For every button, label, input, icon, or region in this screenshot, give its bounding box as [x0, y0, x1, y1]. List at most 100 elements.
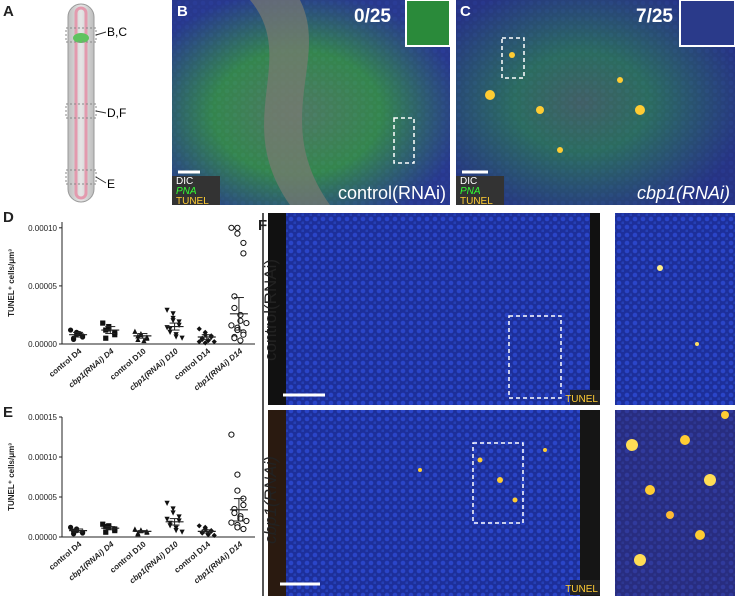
point — [234, 471, 241, 478]
point — [141, 337, 147, 344]
point — [103, 529, 109, 535]
point — [211, 532, 217, 538]
stain: PNA — [176, 186, 197, 197]
point — [202, 340, 208, 346]
point — [240, 525, 247, 533]
y-axis-label: TUNEL⁺ cells/μm³ — [7, 249, 16, 317]
condition: cbp1(RNAi) — [637, 183, 730, 203]
point — [176, 322, 182, 329]
point — [240, 331, 247, 338]
point — [231, 509, 238, 517]
point — [164, 516, 170, 522]
annotation: E — [107, 177, 115, 191]
y-tick-label: 0.00005 — [28, 282, 57, 291]
point — [112, 528, 118, 534]
point — [196, 326, 202, 332]
point — [176, 514, 182, 520]
point — [112, 332, 118, 338]
y-tick-label: 0.00010 — [28, 453, 57, 462]
y-tick-label: 0.00000 — [28, 533, 57, 542]
point — [228, 431, 235, 438]
stain: TUNEL — [565, 394, 598, 405]
y-tick-label: 0.00005 — [28, 493, 57, 502]
point — [228, 519, 235, 526]
point — [170, 318, 176, 324]
point — [176, 319, 182, 325]
point — [211, 339, 217, 345]
y-tick-label: 0.00010 — [28, 224, 57, 233]
point — [196, 339, 202, 345]
point — [170, 506, 176, 512]
point — [106, 326, 112, 332]
point — [228, 322, 235, 329]
stain-box — [570, 390, 600, 405]
stain: TUNEL — [565, 584, 598, 595]
panel-label: A — [3, 3, 14, 20]
stain: PNA — [460, 186, 481, 197]
point — [106, 524, 112, 530]
point — [231, 304, 238, 312]
point — [164, 500, 170, 506]
point — [234, 487, 241, 494]
point — [234, 524, 241, 531]
point — [164, 307, 170, 313]
point — [243, 319, 250, 327]
point — [234, 230, 241, 237]
point — [240, 501, 247, 509]
point — [167, 523, 173, 529]
point — [132, 328, 138, 334]
stain: TUNEL — [176, 196, 209, 207]
micrograph — [262, 213, 735, 596]
point — [70, 528, 77, 535]
micrograph — [172, 0, 451, 205]
micrograph — [456, 0, 735, 205]
point — [231, 335, 238, 342]
y-tick-label: 0.00000 — [28, 340, 57, 349]
stain-box — [570, 580, 600, 595]
point — [228, 224, 235, 231]
count: 7/25 — [636, 6, 673, 27]
y-tick-label: 0.00015 — [28, 413, 57, 422]
condition: cbp1(RNAi) — [261, 456, 280, 544]
count: 0/25 — [354, 6, 391, 27]
point — [240, 239, 247, 247]
annotation: B,C — [107, 25, 127, 39]
point — [167, 329, 173, 335]
panel-label: C — [460, 3, 471, 20]
stain: DIC — [176, 176, 193, 187]
point — [67, 327, 74, 333]
stain: DIC — [460, 176, 477, 187]
point — [100, 320, 106, 326]
point — [179, 335, 185, 341]
point — [234, 224, 241, 231]
point — [100, 521, 106, 527]
condition: control(RNAi) — [261, 259, 280, 361]
point — [70, 336, 77, 342]
point — [167, 326, 173, 332]
panel-label: E — [3, 404, 13, 421]
annotation: D,F — [107, 106, 126, 120]
point — [231, 293, 238, 300]
point — [173, 528, 179, 534]
point — [173, 334, 179, 340]
worm-diagram — [65, 3, 107, 203]
point — [170, 311, 176, 317]
stain: TUNEL — [460, 196, 493, 207]
condition: control(RNAi) — [338, 183, 446, 203]
point — [103, 335, 109, 341]
point — [132, 526, 138, 532]
point — [237, 337, 244, 344]
point — [243, 517, 250, 525]
point — [135, 531, 141, 537]
point — [176, 518, 182, 524]
point — [170, 510, 176, 516]
point — [135, 336, 141, 342]
y-axis-label: TUNEL⁺ cells/μm³ — [7, 443, 16, 511]
point — [179, 529, 185, 535]
panel-label: F — [258, 217, 267, 234]
panel-label: B — [177, 3, 188, 20]
panel-label: D — [3, 209, 14, 226]
point — [196, 523, 202, 529]
point — [67, 524, 74, 531]
